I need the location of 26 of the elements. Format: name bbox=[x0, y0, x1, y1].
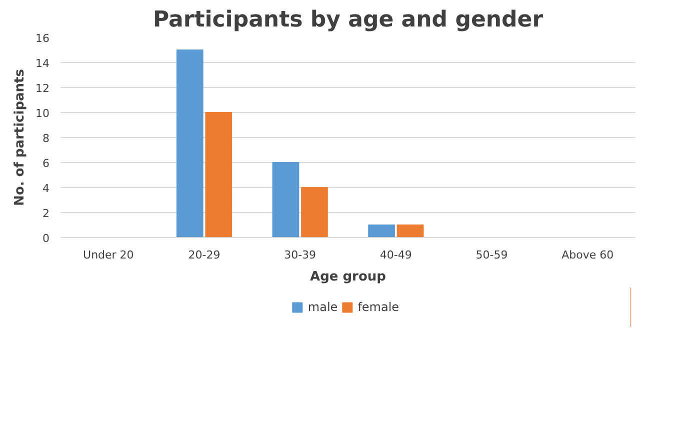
bar bbox=[272, 162, 300, 238]
y-tick-label: 14 bbox=[36, 57, 50, 70]
y-tick-label: 8 bbox=[42, 132, 50, 145]
y-tick-label: 0 bbox=[42, 232, 50, 245]
x-tick-label: 30-39 bbox=[284, 248, 316, 262]
x-tick-label: 40-49 bbox=[380, 248, 412, 262]
x-tick-label: Under 20 bbox=[83, 248, 134, 262]
bar bbox=[176, 50, 204, 238]
y-tick-label: 4 bbox=[42, 182, 50, 195]
x-tick-label: 50-59 bbox=[476, 248, 508, 262]
bar bbox=[205, 112, 232, 238]
y-axis-title: No. of participants bbox=[12, 68, 28, 206]
y-tick-label: 12 bbox=[36, 82, 50, 95]
bar bbox=[368, 224, 395, 238]
chart-title: Participants by age and gender bbox=[152, 8, 544, 32]
x-tick-label: 20-29 bbox=[188, 248, 220, 262]
bar bbox=[396, 224, 424, 238]
y-tick-label: 16 bbox=[36, 32, 50, 45]
legend-label: male bbox=[308, 300, 338, 314]
x-axis-title: Age group bbox=[310, 270, 386, 284]
x-tick-label: Above 60 bbox=[562, 248, 614, 262]
y-tick-label: 10 bbox=[36, 107, 50, 120]
y-tick-label: 6 bbox=[42, 157, 50, 170]
y-tick-label: 2 bbox=[42, 207, 50, 220]
legend-label: female bbox=[358, 300, 400, 314]
bar bbox=[301, 187, 328, 238]
